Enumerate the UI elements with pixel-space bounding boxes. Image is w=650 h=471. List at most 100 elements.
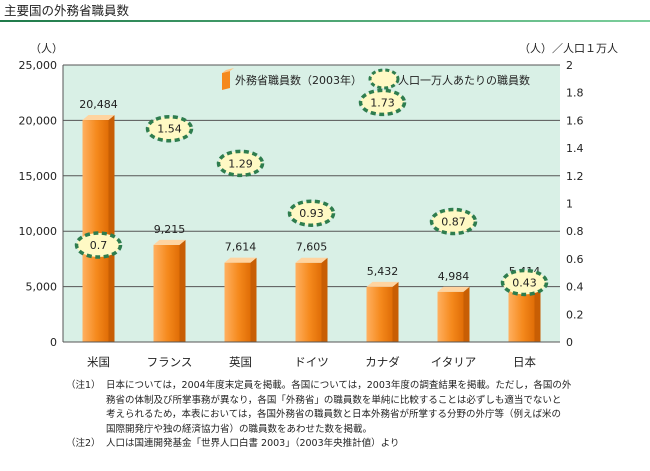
bar (437, 286, 470, 342)
ratio-marker-ellipse (429, 207, 478, 236)
right-tick-label: 0.4 (566, 281, 584, 294)
bar-series (82, 115, 541, 342)
right-tick-label: 0.2 (566, 308, 584, 321)
bar-top (153, 239, 186, 245)
legend-marker-swatch (368, 68, 400, 90)
footnotes: （注1） 日本については，2004年度末定員を掲載。各国については，2003年度… (66, 379, 642, 452)
left-tick-label: 15,000 (19, 170, 58, 183)
footnote-1-line: 国際開発庁や独の経済協力省）の職員数をあわせた数を掲載。 (106, 423, 373, 435)
bar-side (534, 282, 541, 342)
bar (153, 239, 186, 342)
bar-value-label: 4,984 (438, 270, 470, 283)
left-tick-label: 25,000 (19, 59, 58, 72)
category-label: フランス (147, 355, 193, 369)
right-tick-label: 0 (566, 336, 573, 349)
footnote-2: （注2） 人口は国連開発基金「世界人口白書 2003」（2003年央推計値）より (66, 437, 642, 452)
ratio-marker: 0.43 (500, 268, 549, 297)
left-tick-label: 20,000 (19, 114, 58, 127)
bar-face (82, 120, 109, 342)
bar-top (295, 257, 328, 263)
ratio-marker-label: 0.87 (441, 216, 466, 229)
bar-value-label: 5,432 (367, 265, 399, 278)
footnote-2-line: 人口は国連開発基金「世界人口白書 2003」（2003年央推計値）より (106, 438, 400, 450)
ratio-marker-label: 0.43 (512, 276, 537, 289)
right-tick-label: 1 (566, 198, 573, 211)
left-axis-unit: （人） (30, 42, 63, 55)
right-tick-label: 1.8 (566, 87, 584, 100)
ratio-marker-ellipse (358, 88, 407, 117)
category-label: イタリア (431, 355, 477, 369)
bar-value-label: 9,215 (154, 223, 186, 236)
ratio-marker-label: 1.29 (228, 157, 253, 170)
left-tick-label: 5,000 (26, 281, 58, 294)
category-label: 英国 (229, 355, 252, 369)
bar-face (295, 262, 322, 342)
bar-face (153, 244, 180, 342)
bar-side (108, 115, 115, 342)
footnote-1-text: 日本については，2004年度末定員を掲載。各国については，2003年度の調査結果… (106, 379, 642, 437)
bar-face (224, 262, 251, 342)
ratio-marker: 1.54 (145, 114, 194, 143)
ratio-marker-label: 0.93 (299, 207, 324, 220)
bar-top (82, 115, 115, 121)
left-tick-label: 10,000 (19, 225, 58, 238)
bar-value-label: 20,484 (79, 98, 118, 111)
ratio-marker-label: 0.7 (90, 239, 108, 252)
ratio-marker-label: 1.54 (157, 123, 182, 136)
legend-bar-label: 外務省職員数（2003年） (235, 73, 362, 87)
bar (224, 257, 257, 342)
bar (295, 257, 328, 342)
ratio-marker: 0.7 (74, 231, 123, 259)
footnote-1-line: 務省の体制及び所掌事務が異なり，各国「外務省」の職員数を単純に比較することは必ず… (106, 394, 562, 406)
right-tick-label: 0.6 (566, 253, 584, 266)
ratio-marker: 0.93 (287, 199, 336, 227)
footnote-1-line: 日本については，2004年度末定員を掲載。各国については，2003年度の調査結果… (106, 380, 572, 391)
bar-top (224, 257, 257, 263)
ratio-marker-label: 1.73 (370, 96, 395, 109)
right-tick-label: 1.4 (566, 142, 584, 155)
right-tick-label: 1.2 (566, 170, 584, 183)
page-title: 主要国の外務省職員数 (4, 3, 130, 18)
category-label: カナダ (365, 355, 400, 369)
footnote-1-line: 考えられるため，本表においては，各国外務省の職員数と日本外務省が所掌する分野の外… (106, 409, 562, 421)
ratio-marker-ellipse (145, 114, 194, 143)
bar (82, 115, 115, 342)
bar-face (366, 286, 393, 342)
left-tick-label: 0 (50, 336, 57, 349)
category-label: 米国 (87, 355, 110, 369)
bar-value-label: 7,614 (225, 241, 257, 254)
legend-marker-label: 人口一万人あたりの職員数 (398, 74, 530, 87)
footnote-1-tag: （注1） (66, 380, 101, 391)
footnote-2-text: 人口は国連開発基金「世界人口白書 2003」（2003年央推計値）より (106, 437, 642, 452)
bar-side (321, 257, 328, 342)
ratio-marker: 0.87 (429, 207, 478, 236)
bar-side (463, 286, 470, 342)
legend: 外務省職員数（2003年） 人口一万人あたりの職員数 (222, 68, 530, 90)
bar-top (366, 281, 399, 287)
category-label: 日本 (513, 355, 536, 369)
left-axis-ticks: 25,000 20,000 15,000 10,000 5,000 0 (19, 59, 58, 349)
bar (366, 281, 399, 342)
ratio-marker-ellipse (74, 231, 123, 259)
bar-side (179, 239, 186, 342)
footnote-2-tag: （注2） (66, 438, 101, 450)
bar-top (437, 286, 470, 292)
right-tick-label: 2 (566, 59, 573, 72)
ratio-marker: 1.73 (358, 88, 407, 117)
right-axis-ticks: 2 1.8 1.6 1.4 1.2 1 0.8 0.6 0.4 0.2 0 (566, 59, 584, 349)
ratio-markers: 0.7 1.54 1.29 0.93 1.73 0.87 0.43 (74, 88, 549, 297)
bar-value-label: 7,605 (296, 241, 328, 254)
footnote-1: （注1） 日本については，2004年度末定員を掲載。各国については，2003年度… (66, 379, 642, 437)
ratio-marker-ellipse (287, 199, 336, 227)
ratio-marker-ellipse (216, 149, 265, 178)
category-label: ドイツ (294, 355, 329, 369)
right-tick-label: 1.6 (566, 114, 584, 127)
category-labels: 米国 フランス 英国 ドイツ カナダ イタリア 日本 (87, 355, 536, 369)
bar-side (250, 257, 257, 342)
legend-bar-swatch (222, 68, 234, 90)
bar-face (508, 287, 535, 342)
bar-face (437, 291, 464, 342)
right-axis-unit: （人）／人口１万人 (519, 42, 618, 55)
title-underline (0, 20, 650, 22)
